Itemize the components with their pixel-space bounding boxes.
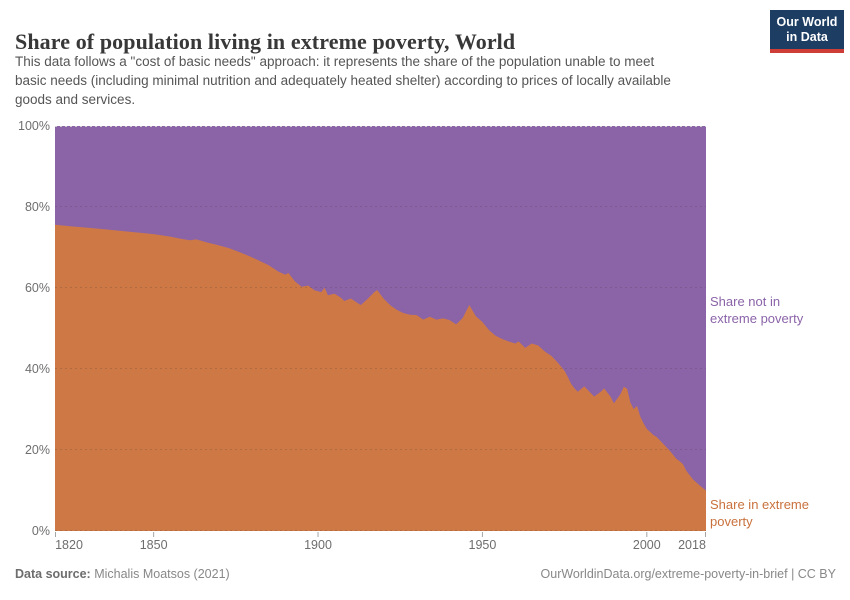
data-source-value: Michalis Moatsos (2021) (94, 567, 230, 581)
chart-subtitle: This data follows a "cost of basic needs… (15, 52, 755, 109)
x-tick-label-2000: 2000 (632, 538, 661, 552)
page-title: Share of population living in extreme po… (15, 28, 516, 54)
owid-logo-line1: Our World (776, 15, 838, 29)
y-tick-label-0: 0% (31, 524, 50, 538)
subtitle-line: basic needs (including minimal nutrition… (15, 73, 671, 88)
x-tick-label-1900: 1900 (304, 538, 332, 552)
credit-link[interactable]: OurWorldinData.org/extreme-poverty-in-br… (540, 567, 836, 581)
owid-logo-line2: in Data (786, 30, 828, 44)
area-share-in-extreme-poverty (55, 224, 706, 532)
x-tick-label-1850: 1850 (139, 538, 168, 552)
y-tick-label-40: 40% (24, 362, 50, 376)
subtitle-line: goods and services. (15, 92, 136, 107)
x-tick-label-1950: 1950 (468, 538, 497, 552)
y-tick-label-100: 100% (18, 119, 50, 133)
y-tick-label-80: 80% (24, 200, 50, 214)
legend-label-in-extreme-poverty: Share in extreme poverty (710, 497, 809, 529)
y-tick-label-20: 20% (24, 443, 50, 457)
y-tick-label-60: 60% (24, 281, 50, 295)
area-plot (55, 126, 706, 537)
data-source: Data source: Michalis Moatsos (2021) (15, 567, 230, 581)
x-tick-label-2018: 2018 (678, 538, 706, 552)
x-tick-label-1820: 1820 (55, 538, 83, 552)
subtitle-line: This data follows a "cost of basic needs… (15, 54, 655, 69)
data-source-label: Data source: (15, 567, 91, 581)
owid-logo: Our World in Data (770, 10, 844, 53)
legend-label-not-in-extreme-poverty: Share not in extreme poverty (710, 294, 804, 326)
